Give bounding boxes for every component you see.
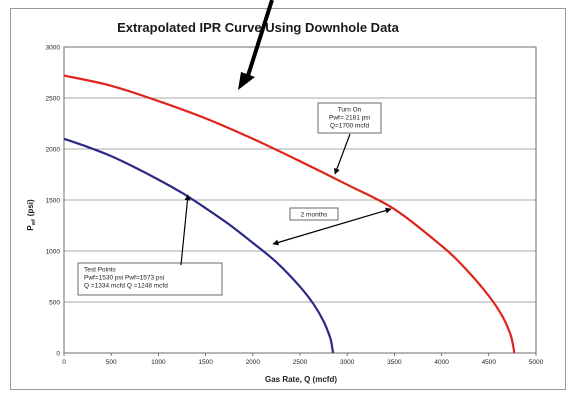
pointer-arrow-head xyxy=(238,72,255,90)
x-axis-label: Gas Rate, Q (mcfd) xyxy=(265,375,337,384)
chart-title: Extrapolated IPR Curve Using Downhole Da… xyxy=(117,20,399,35)
x-tick-label: 500 xyxy=(106,359,117,366)
y-axis-label: Pwf (psi) xyxy=(26,199,37,231)
annotation-test-points-box xyxy=(77,262,223,296)
pointer-arrow-shaft xyxy=(244,0,274,83)
arrow-two-months xyxy=(272,207,392,246)
y-axis-label-unit: (psi) xyxy=(26,199,35,216)
x-tick-label: 1500 xyxy=(198,359,213,366)
y-tick-label: 0 xyxy=(56,350,60,357)
y-tick-label: 500 xyxy=(49,299,60,306)
y-tick-label: 2500 xyxy=(46,95,61,102)
annotation-test-points-line: Pwf=1530 psi Pwf=1573 psi xyxy=(84,275,164,282)
x-tick-label: 2000 xyxy=(246,359,261,366)
annotation-turn-on-line: Pwf= 2181 psi xyxy=(329,115,370,122)
x-tick-label: 0 xyxy=(62,359,66,366)
x-tick-label: 2500 xyxy=(293,359,308,366)
series-layer xyxy=(63,74,516,354)
y-tick-label: 3000 xyxy=(46,44,61,51)
series-line-1 xyxy=(63,74,516,354)
arrow-turn-on xyxy=(334,133,351,175)
x-tick-label: 4500 xyxy=(482,359,497,366)
arrow-test-points xyxy=(180,194,191,266)
annotation-turn-on-box xyxy=(317,102,382,134)
annotation-test-points-line: Test Points xyxy=(84,267,117,274)
y-axis-label-sub: wf xyxy=(31,219,37,226)
y-tick-label: 2000 xyxy=(46,146,61,153)
x-tick-label: 4000 xyxy=(434,359,449,366)
x-tick-label: 1000 xyxy=(151,359,166,366)
annotation-turn-on-line: Q=1700 mcfd xyxy=(330,123,370,130)
y-tick-label: 1000 xyxy=(46,248,61,255)
chart-frame xyxy=(10,8,566,390)
x-tick-label: 3000 xyxy=(340,359,355,366)
plot-area-border xyxy=(63,46,537,354)
x-tick-label: 3500 xyxy=(387,359,402,366)
axes-layer: 0 500 1000 1500 2000 2500 3000 0 500 1000 1500 2000… xyxy=(46,44,544,366)
annotation-test-points-line: Q =1334 mcfd Q =1248 mcfd xyxy=(84,283,168,290)
annotation-two-months: 2 months xyxy=(289,207,339,221)
y-tick-label: 1500 xyxy=(46,197,61,204)
y-axis-label-main: P xyxy=(26,225,35,231)
annotation-turn-on-line: Turn On xyxy=(338,107,362,114)
series-line-2 xyxy=(63,137,335,354)
x-tick-label: 5000 xyxy=(529,359,544,366)
annotation-two-months-line: 2 months xyxy=(301,212,328,219)
